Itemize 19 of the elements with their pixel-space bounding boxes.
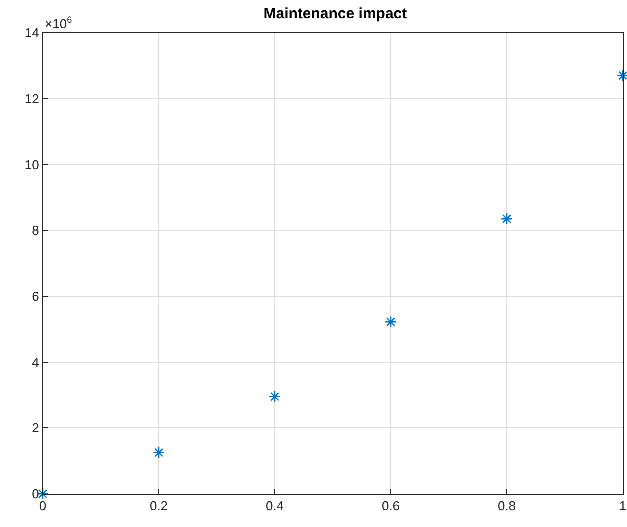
chart-title: Maintenance impact — [264, 5, 408, 22]
y-tick-label: 8 — [32, 223, 40, 238]
point — [152, 446, 166, 459]
x-tick-label: 1 — [619, 498, 627, 514]
point — [268, 390, 282, 403]
x-tick-label: 0.2 — [150, 498, 168, 514]
y-tick-label: 14 — [24, 26, 40, 41]
y-tick-label: 10 — [24, 157, 40, 172]
y-tick-label: 6 — [32, 288, 40, 304]
text: ×10$^{6}$ — [45, 15, 72, 32]
x-tick-label: 0.4 — [266, 498, 284, 514]
point — [384, 316, 398, 328]
y-tick-label: 2 — [32, 420, 40, 436]
y-tick-label: 12 — [24, 91, 40, 106]
y-tick-label: 4 — [32, 354, 40, 370]
x-tick-label: 0.6 — [382, 498, 400, 514]
point — [500, 213, 514, 226]
y-tick-label: 0 — [32, 486, 40, 502]
x-tick-label: 0.8 — [498, 498, 516, 514]
